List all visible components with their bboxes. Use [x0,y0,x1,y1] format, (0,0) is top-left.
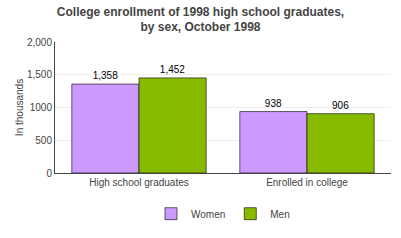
svg-text:In thousands: In thousands [14,79,25,136]
svg-text:938: 938 [265,98,282,109]
svg-text:0: 0 [46,168,52,179]
svg-text:2,000: 2,000 [27,37,52,48]
svg-text:1,452: 1,452 [160,64,185,75]
svg-text:Women: Women [191,209,225,220]
svg-text:1000: 1000 [30,102,53,113]
svg-text:500: 500 [35,135,52,146]
svg-text:1,500: 1,500 [27,69,52,80]
svg-text:906: 906 [332,100,349,111]
svg-text:College enrollment of 1998 hig: College enrollment of 1998 high school g… [57,5,344,35]
svg-text:Men: Men [270,209,289,220]
svg-text:High school graduates: High school graduates [89,177,189,188]
svg-text:Enrolled in college: Enrolled in college [266,177,348,188]
svg-text:1,358: 1,358 [93,70,118,81]
